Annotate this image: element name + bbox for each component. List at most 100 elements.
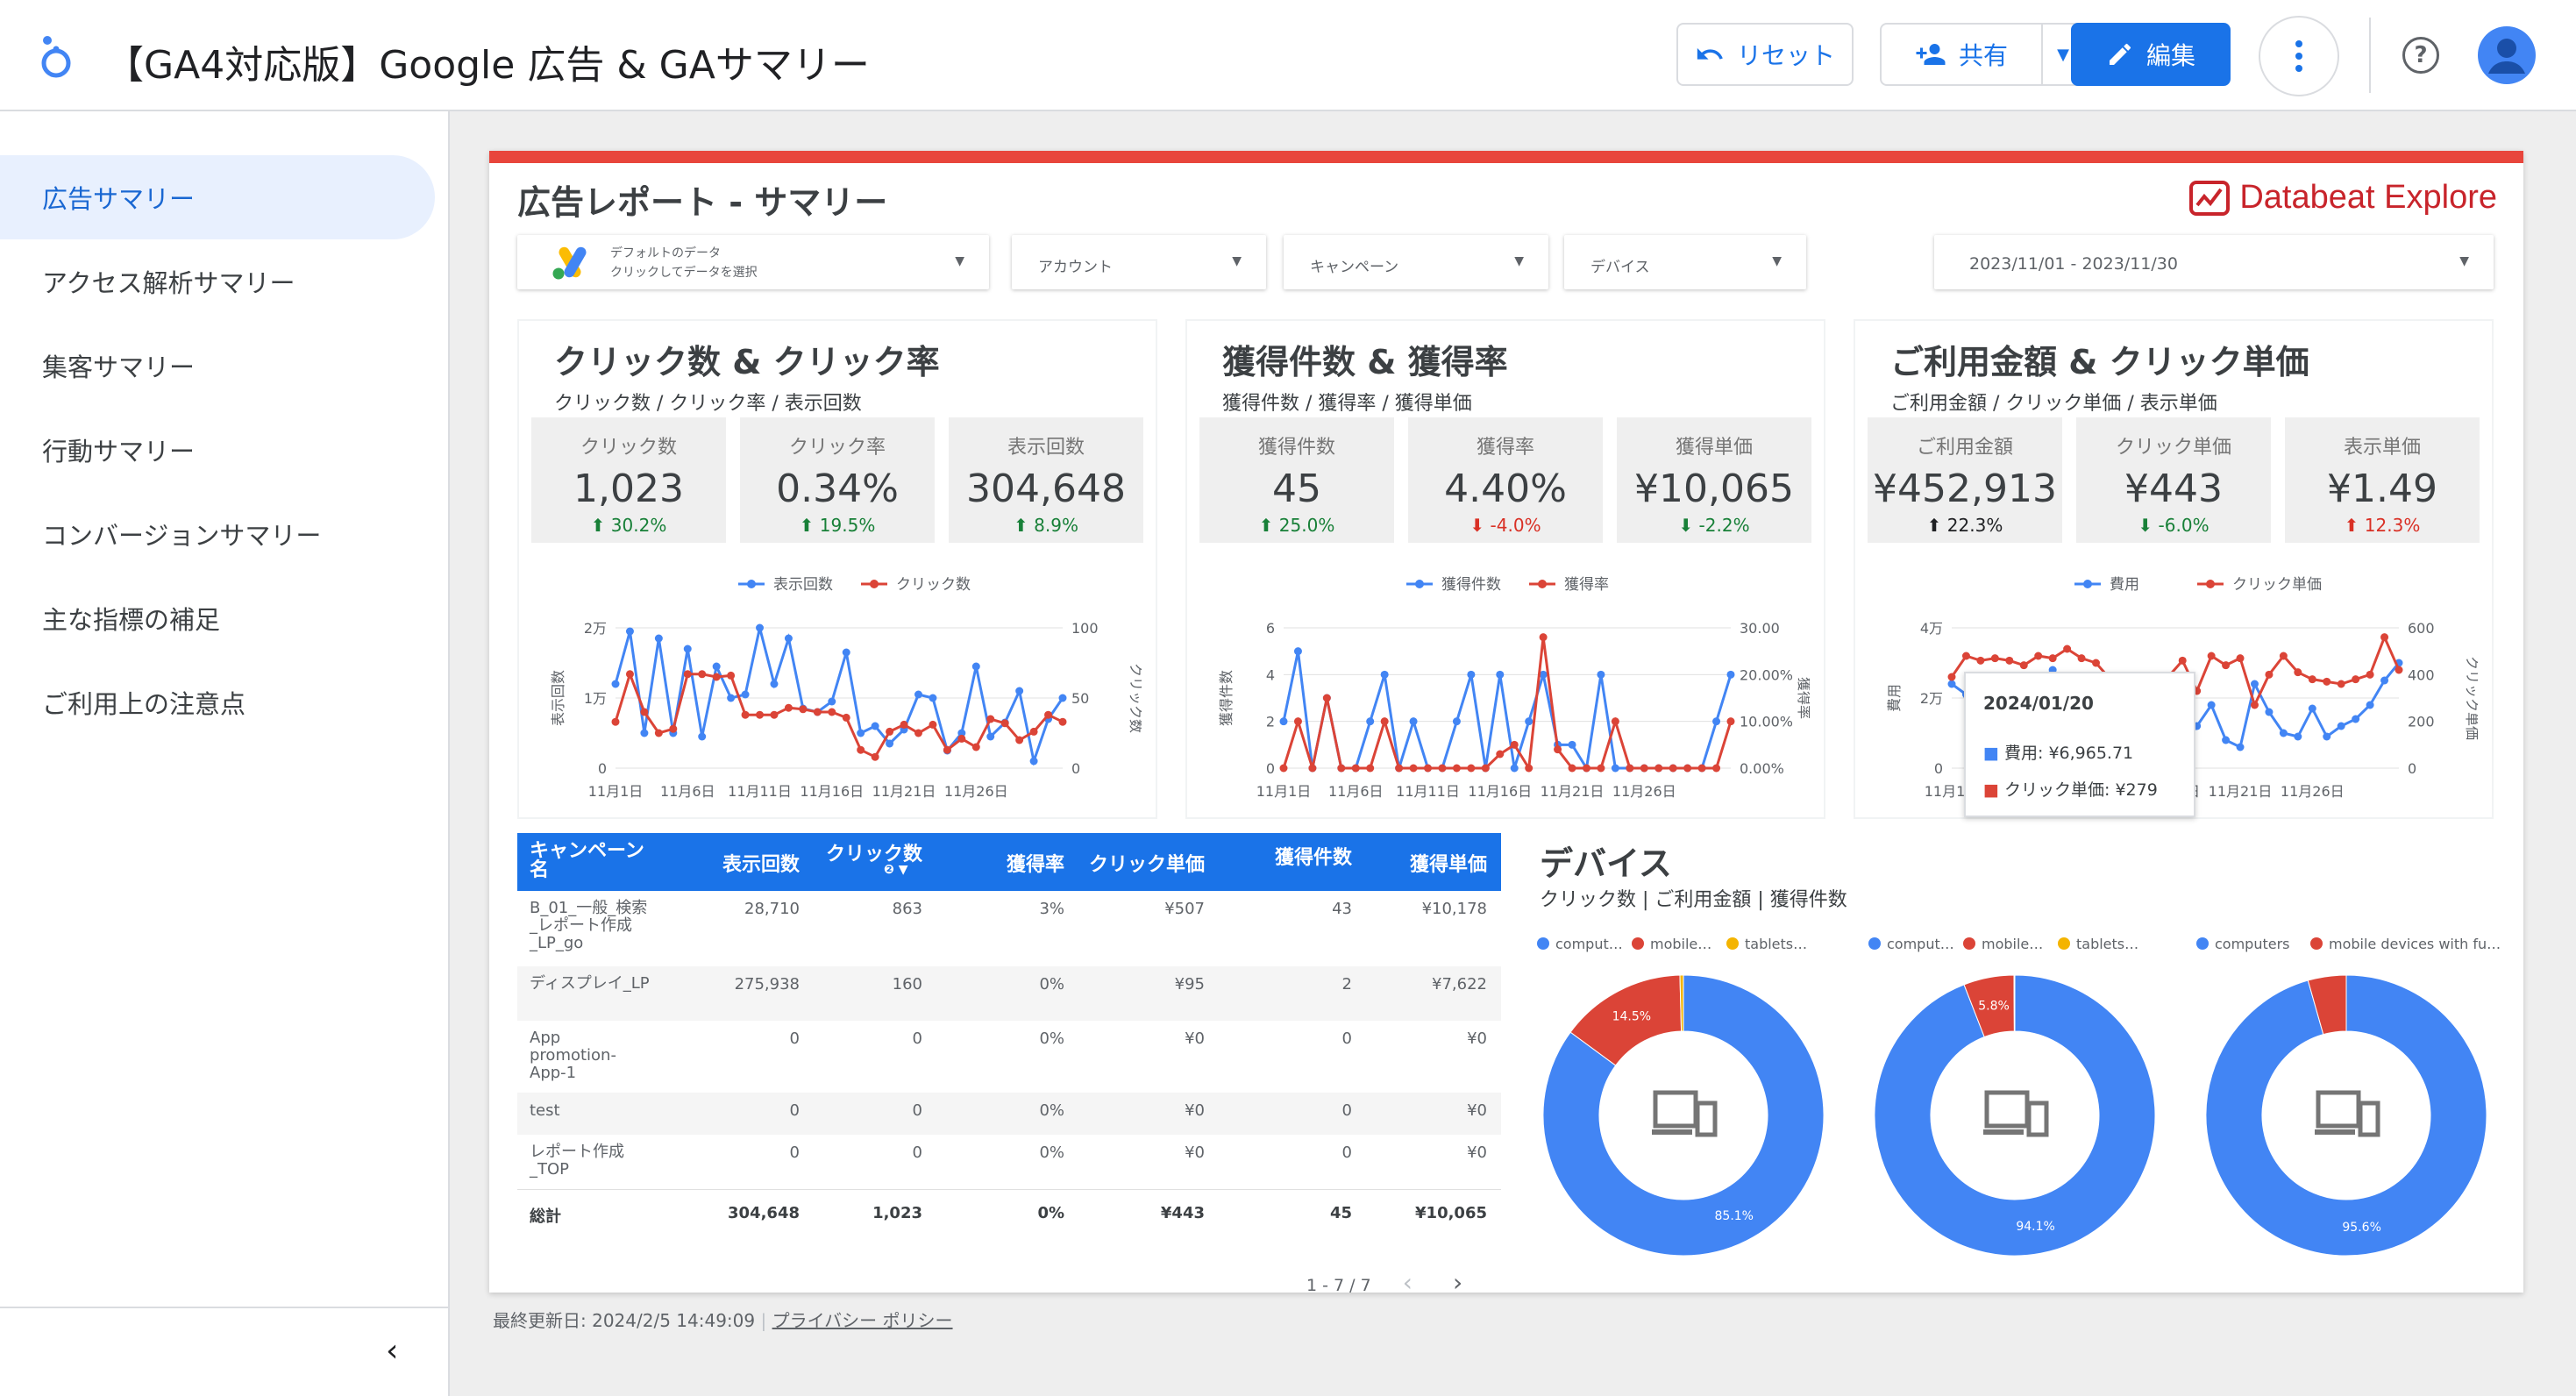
data-point bbox=[1539, 633, 1548, 642]
card-title: ご利用金額 & クリック単価 bbox=[1890, 343, 2309, 381]
devices-icon-part bbox=[1653, 1090, 1698, 1129]
cell: ¥95 bbox=[1174, 975, 1205, 994]
data-point bbox=[871, 752, 879, 761]
device-cost-donut[interactable]: comput… mobile… tablets… 94.1% 5.8% bbox=[1857, 922, 2173, 1256]
nav-access-summary[interactable]: アクセス解析サマリー bbox=[0, 239, 435, 324]
data-point bbox=[2207, 701, 2216, 709]
data-point bbox=[1467, 764, 1476, 773]
data-point bbox=[1322, 694, 1331, 702]
looker-studio-logo-icon[interactable] bbox=[33, 30, 77, 79]
x-tick-label: 11月21日 bbox=[2209, 783, 2273, 800]
table-row[interactable]: ディスプレイ_LP 275,938 160 0% ¥95 2 ¥7,622 bbox=[517, 966, 1501, 1021]
kpi-delta: ⬆ 25.0% bbox=[1258, 515, 1335, 536]
data-point bbox=[1611, 764, 1619, 773]
devices-title: デバイス bbox=[1540, 844, 1672, 883]
x-tick-label: 11月26日 bbox=[2281, 783, 2345, 800]
y-axis-title: 費用 bbox=[1886, 684, 1903, 712]
legend-marker bbox=[1726, 937, 1739, 950]
more-options-button[interactable] bbox=[2259, 16, 2339, 96]
kpi-delta: ⬇ -6.0% bbox=[2138, 515, 2210, 536]
nav-acquisition-summary[interactable]: 集客サマリー bbox=[0, 324, 435, 408]
column-header-impressions[interactable]: 表示回数 bbox=[722, 854, 800, 876]
column-header-cpc[interactable]: クリック単価 bbox=[1088, 854, 1205, 876]
slice-label: 94.1% bbox=[2016, 1220, 2054, 1234]
column-header-clicks[interactable]: クリック数 bbox=[825, 844, 922, 865]
data-point bbox=[770, 710, 779, 719]
more-vert-icon bbox=[2295, 40, 2302, 72]
nav-usage-notes[interactable]: ご利用上の注意点 bbox=[0, 660, 435, 744]
campaign-filter[interactable]: キャンペーン ▼ bbox=[1284, 235, 1548, 289]
data-point bbox=[698, 732, 707, 741]
nav-label: 主な指標の補足 bbox=[42, 605, 221, 635]
arrow-up-icon: ⬆ bbox=[2344, 515, 2365, 536]
data-point bbox=[2034, 652, 2043, 660]
data-point bbox=[1640, 764, 1648, 773]
column-header-cpa[interactable]: 獲得単価 bbox=[1409, 854, 1487, 876]
nav-behavior-summary[interactable]: 行動サマリー bbox=[0, 408, 435, 492]
legend-marker bbox=[1538, 580, 1547, 588]
y2-tick-label: 100 bbox=[1071, 620, 1099, 637]
data-point bbox=[611, 680, 620, 688]
device-filter[interactable]: デバイス ▼ bbox=[1564, 235, 1806, 289]
column-header-conversions[interactable]: 獲得件数 bbox=[1274, 847, 1352, 869]
table-row[interactable]: レポート作成_TOP 0 0 0% ¥0 0 ¥0 bbox=[517, 1135, 1501, 1189]
data-point bbox=[2222, 661, 2231, 670]
chevron-right-icon[interactable]: › bbox=[1452, 1268, 1463, 1297]
collapse-sidebar-button[interactable]: ‹ bbox=[0, 1307, 448, 1396]
report-title[interactable]: 【GA4対応版】Google 広告 & GAサマリー bbox=[105, 43, 870, 88]
chevron-left-icon[interactable]: ‹ bbox=[1402, 1268, 1413, 1297]
edit-button[interactable]: 編集 bbox=[2071, 23, 2231, 86]
account-filter[interactable]: アカウント ▼ bbox=[1012, 235, 1266, 289]
data-point bbox=[770, 680, 779, 688]
data-point bbox=[2308, 704, 2316, 713]
cell-campaign: レポート作成_TOP bbox=[530, 1143, 624, 1179]
nav-conversion-summary[interactable]: コンバージョンサマリー bbox=[0, 492, 435, 576]
column-header-campaign[interactable]: キャンペーン名 bbox=[530, 840, 644, 881]
kpi-delta: ⬆ 19.5% bbox=[799, 515, 876, 536]
device-clicks-donut[interactable]: comput… mobile… tablets… 85.1% 14.5% bbox=[1526, 922, 1841, 1256]
data-point bbox=[943, 745, 951, 754]
arrow-up-icon: ⬆ bbox=[1014, 515, 1035, 536]
privacy-policy-link[interactable]: プライバシー ポリシー bbox=[772, 1310, 953, 1331]
data-point bbox=[1510, 740, 1519, 749]
y2-axis-title: クリック数 bbox=[1128, 663, 1142, 733]
series-line bbox=[1282, 637, 1733, 773]
donut-slice bbox=[1542, 974, 1825, 1256]
table-row[interactable]: test 0 0 0% ¥0 0 ¥0 bbox=[517, 1093, 1501, 1135]
date-range-label: 2023/11/01 - 2023/11/30 bbox=[1969, 254, 2178, 274]
slice-label: 14.5% bbox=[1612, 1010, 1651, 1024]
date-range-filter[interactable]: 2023/11/01 - 2023/11/30 ▼ bbox=[1934, 235, 2494, 289]
data-point bbox=[1539, 670, 1548, 679]
table-row[interactable]: App promotion-App-1 0 0 0% ¥0 0 ¥0 bbox=[517, 1021, 1501, 1093]
share-label: 共有 bbox=[1958, 41, 2008, 70]
page-navigation: 広告サマリー アクセス解析サマリー 集客サマリー 行動サマリー コンバージョンサ… bbox=[0, 111, 450, 1396]
column-header-conversion-rate[interactable]: 獲得率 bbox=[1006, 854, 1064, 876]
device-conversions-donut[interactable]: computers mobile devices with fu… 95.6% bbox=[2188, 922, 2504, 1256]
x-tick-label: 11月6日 bbox=[660, 783, 715, 800]
sort-desc-icon[interactable]: ❷ ▼ bbox=[884, 863, 908, 877]
x-tick-label: 11月1日 bbox=[1256, 783, 1312, 800]
legend-label: 表示回数 bbox=[773, 576, 833, 594]
reset-button[interactable]: リセット bbox=[1676, 23, 1854, 86]
cell: 0 bbox=[1341, 1101, 1352, 1120]
data-point bbox=[611, 717, 620, 726]
cell: 304,648 bbox=[728, 1204, 800, 1222]
nav-metrics-notes[interactable]: 主な指標の補足 bbox=[0, 576, 435, 660]
account-avatar-icon[interactable] bbox=[2478, 26, 2536, 84]
legend-marker bbox=[747, 580, 756, 588]
help-button[interactable]: ? bbox=[2402, 37, 2439, 74]
data-point bbox=[2294, 732, 2302, 741]
donut-slice bbox=[1679, 974, 1684, 1032]
data-point bbox=[914, 690, 922, 699]
nav-ad-summary[interactable]: 広告サマリー bbox=[0, 155, 435, 239]
legend-label: computers bbox=[2215, 936, 2290, 952]
data-point bbox=[2048, 654, 2057, 663]
data-point bbox=[1990, 654, 1999, 663]
data-point bbox=[2279, 652, 2288, 660]
datasource-filter[interactable]: デフォルトのデータ クリックしてデータを選択 ▼ bbox=[517, 235, 989, 289]
share-button[interactable]: 共有 bbox=[1880, 23, 2043, 86]
table-row[interactable]: B_01_一般_検索_レポート作成_LP_go 28,710 863 3% ¥5… bbox=[517, 891, 1501, 966]
tooltip-line: ■ クリック単価: ¥279 bbox=[1983, 780, 2158, 800]
